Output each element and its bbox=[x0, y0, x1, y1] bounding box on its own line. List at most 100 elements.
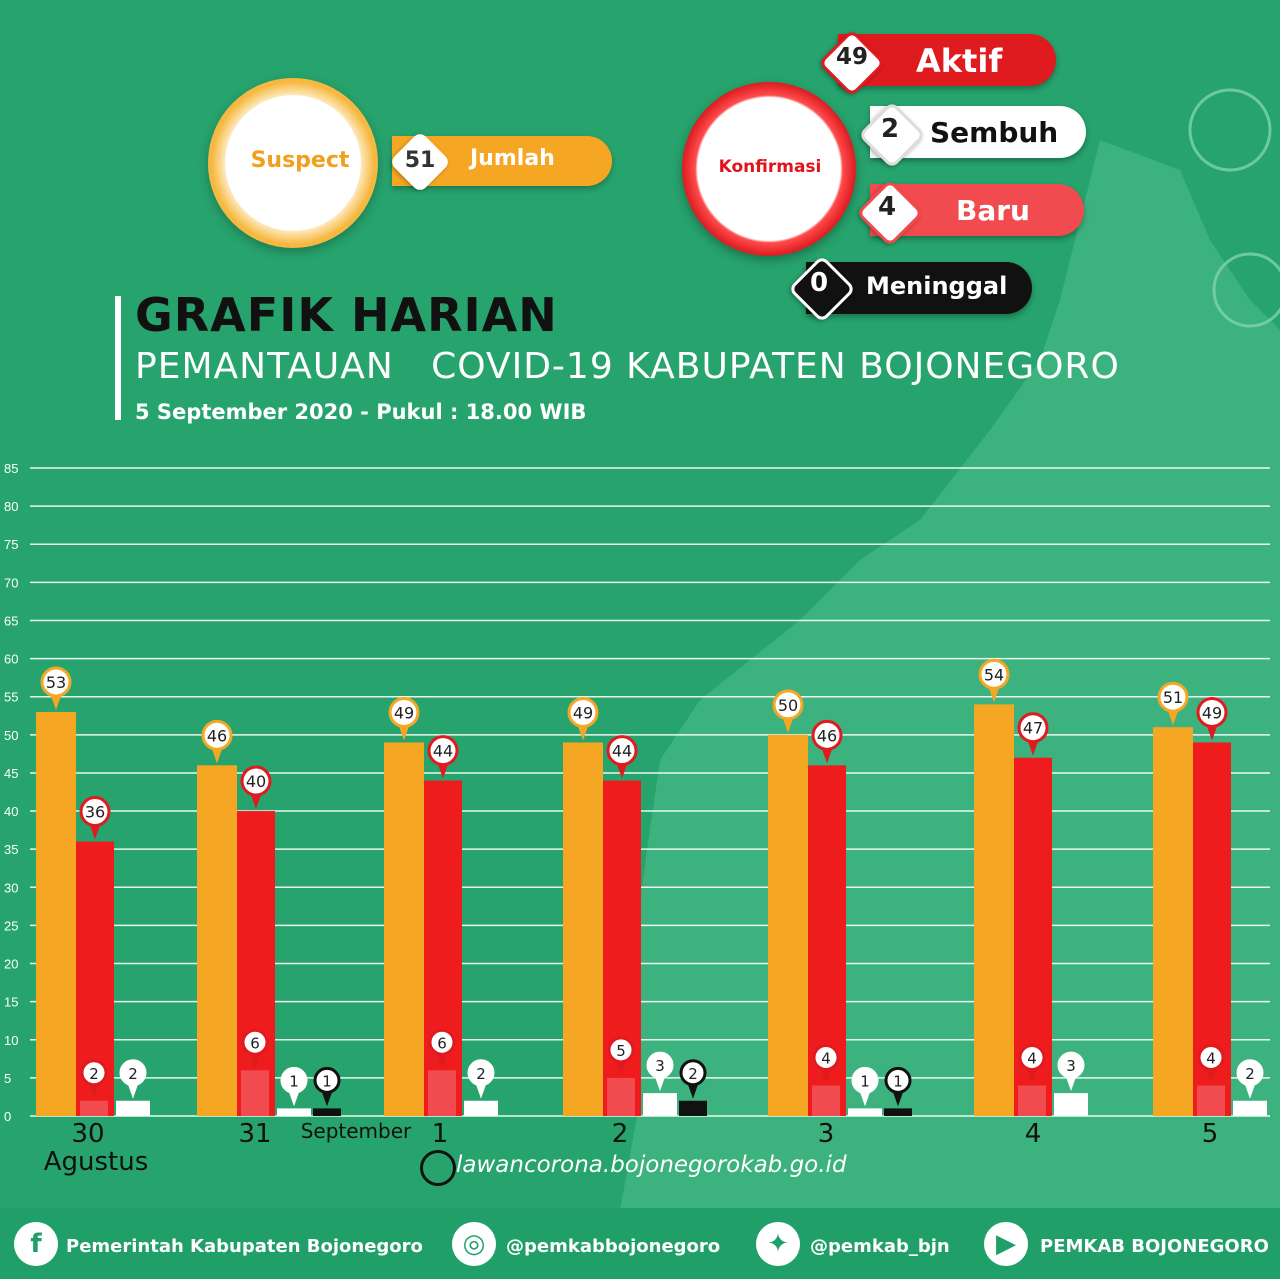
data-label: 44 bbox=[433, 742, 453, 761]
website-link[interactable]: lawancorona.bojonegorokab.go.id bbox=[456, 1152, 847, 1178]
instagram-link[interactable]: @pemkabbojonegoro bbox=[506, 1236, 721, 1257]
aktif-label: Aktif bbox=[916, 42, 1003, 80]
badge-pointer bbox=[821, 746, 833, 764]
meninggal-value: 0 bbox=[809, 268, 829, 298]
badge-pointer bbox=[1026, 1066, 1038, 1084]
bar-suspect bbox=[1153, 727, 1193, 1116]
data-badge bbox=[388, 696, 420, 728]
data-badge bbox=[978, 658, 1010, 690]
y-tick-label: 60 bbox=[4, 652, 18, 667]
baru-value: 4 bbox=[877, 192, 897, 222]
bar-suspect bbox=[563, 742, 603, 1116]
data-label: 40 bbox=[246, 772, 266, 791]
twitter-link[interactable]: @pemkab_bjn bbox=[810, 1236, 950, 1257]
y-tick-label: 40 bbox=[4, 804, 18, 819]
data-label: 1 bbox=[860, 1072, 870, 1090]
data-badge bbox=[467, 1059, 495, 1087]
bar-meninggal bbox=[679, 1100, 707, 1116]
suspect-sublabel: Jumlah bbox=[470, 146, 555, 171]
x-tick-label: 4 bbox=[1025, 1119, 1042, 1149]
globe-icon bbox=[420, 1150, 456, 1186]
data-badge bbox=[772, 689, 804, 721]
aktif-value: 49 bbox=[835, 44, 868, 70]
data-label: 1 bbox=[322, 1072, 332, 1090]
bar-baru bbox=[607, 1077, 635, 1116]
y-tick-label: 75 bbox=[4, 537, 18, 552]
bar-suspect bbox=[36, 711, 76, 1116]
data-badge bbox=[1018, 1044, 1046, 1072]
y-tick-label: 20 bbox=[4, 957, 18, 972]
data-label: 44 bbox=[612, 742, 632, 761]
y-tick-label: 65 bbox=[4, 613, 18, 628]
data-label: 50 bbox=[778, 696, 798, 715]
data-badge bbox=[241, 1028, 269, 1056]
y-tick-label: 85 bbox=[4, 461, 18, 476]
data-badge bbox=[428, 1028, 456, 1056]
data-badge bbox=[240, 765, 272, 797]
badge-pointer bbox=[859, 1089, 871, 1107]
youtube-link[interactable]: PEMKAB BOJONEGORO bbox=[1040, 1236, 1269, 1257]
badge-pointer bbox=[820, 1066, 832, 1084]
data-label: 6 bbox=[437, 1034, 447, 1052]
badge-pointer bbox=[892, 1089, 904, 1107]
month-label: Agustus bbox=[44, 1147, 149, 1177]
x-tick-label: 31 bbox=[238, 1119, 271, 1149]
data-label: 4 bbox=[1027, 1050, 1037, 1068]
x-tick-label: 30 bbox=[71, 1119, 104, 1149]
bar-sembuh bbox=[1233, 1100, 1267, 1116]
data-label: 54 bbox=[984, 665, 1004, 684]
y-tick-label: 80 bbox=[4, 499, 18, 514]
bar-sembuh bbox=[277, 1108, 311, 1116]
badge-pointer bbox=[577, 723, 589, 741]
page-subtitle: PEMANTAUAN COVID-19 KABUPATEN BOJONEGORO bbox=[135, 346, 1120, 387]
data-badge bbox=[607, 1036, 635, 1064]
badge-pointer bbox=[1167, 708, 1179, 726]
data-badge bbox=[679, 1059, 707, 1087]
bar-baru bbox=[241, 1070, 269, 1116]
badge-pointer bbox=[1206, 723, 1218, 741]
badge-pointer bbox=[988, 685, 1000, 703]
youtube-icon[interactable]: ▶ bbox=[984, 1222, 1028, 1266]
badge-pointer bbox=[89, 822, 101, 840]
data-badge bbox=[1157, 681, 1189, 713]
x-tick-label: 3 bbox=[818, 1119, 835, 1149]
y-tick-label: 10 bbox=[4, 1033, 18, 1048]
bar-aktif bbox=[424, 780, 462, 1116]
badge-pointer bbox=[1244, 1081, 1256, 1099]
daily-bar-chart: 0510152025303540455055606570758085534649… bbox=[4, 461, 1270, 1177]
data-badge bbox=[80, 1059, 108, 1087]
twitter-icon[interactable]: ✦ bbox=[756, 1222, 800, 1266]
data-badge bbox=[1197, 1044, 1225, 1072]
data-label: 1 bbox=[289, 1072, 299, 1090]
data-badge bbox=[1196, 696, 1228, 728]
konfirmasi-label: Konfirmasi bbox=[718, 157, 822, 177]
bar-baru bbox=[80, 1100, 108, 1116]
data-label: 49 bbox=[1202, 703, 1222, 722]
data-label: 2 bbox=[688, 1065, 698, 1083]
virus-icon bbox=[1188, 88, 1280, 328]
suspect-label: Suspect bbox=[250, 148, 350, 173]
badge-pointer bbox=[1065, 1074, 1077, 1092]
y-tick-label: 0 bbox=[4, 1109, 11, 1124]
data-badge bbox=[119, 1059, 147, 1087]
badge-pointer bbox=[615, 1058, 627, 1076]
badge-pointer bbox=[249, 1051, 261, 1069]
badge-pointer bbox=[436, 1051, 448, 1069]
data-label: 46 bbox=[817, 726, 837, 745]
data-badge bbox=[1017, 712, 1049, 744]
title-accent-bar bbox=[115, 296, 121, 420]
badge-pointer bbox=[782, 715, 794, 733]
instagram-icon[interactable]: ◎ bbox=[452, 1222, 496, 1266]
facebook-icon[interactable]: f bbox=[14, 1222, 58, 1266]
y-tick-label: 35 bbox=[4, 842, 18, 857]
badge-pointer bbox=[288, 1089, 300, 1107]
bar-suspect bbox=[974, 704, 1014, 1116]
badge-pointer bbox=[398, 723, 410, 741]
data-label: 2 bbox=[128, 1065, 138, 1083]
facebook-link[interactable]: Pemerintah Kabupaten Bojonegoro bbox=[66, 1236, 423, 1257]
konfirmasi-circle bbox=[682, 82, 856, 256]
badge-pointer bbox=[1027, 738, 1039, 756]
data-badge bbox=[313, 1066, 341, 1094]
bar-meninggal bbox=[313, 1108, 341, 1116]
badge-pointer bbox=[616, 761, 628, 779]
